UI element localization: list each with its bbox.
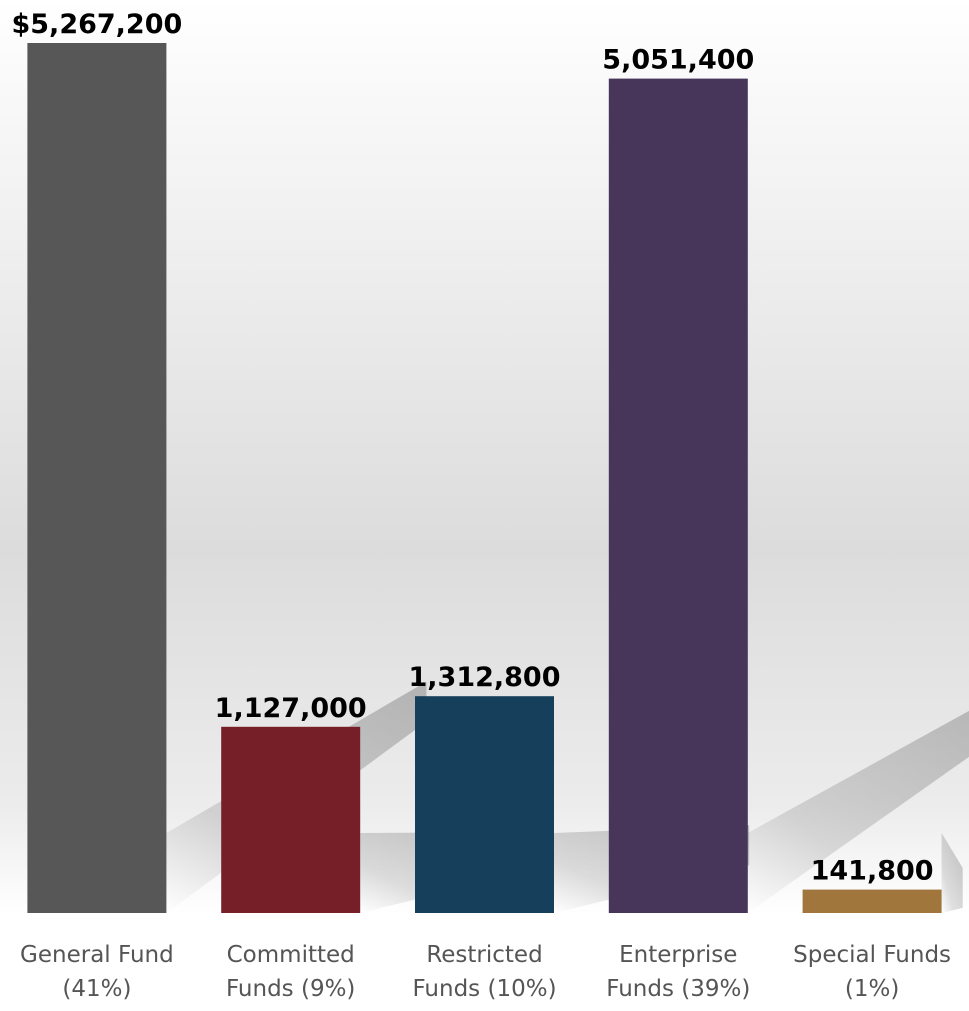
category-label: General Fund (20, 942, 174, 968)
category-label: Funds (39%) (606, 976, 750, 1002)
bar (608, 78, 748, 914)
value-labels-group: $5,267,200 1,127,000 1,312,800 5,051,400 141… (11, 9, 933, 887)
bar-shadow (941, 833, 963, 913)
category-label: Restricted (426, 942, 542, 968)
category-label: Enterprise (619, 942, 737, 968)
bar (802, 889, 942, 913)
bars-group (27, 43, 942, 914)
bar-shadow (747, 710, 969, 913)
bar (27, 43, 167, 913)
bar-value-label: $5,267,200 (11, 9, 182, 40)
category-label: (41%) (62, 976, 131, 1002)
category-label: Funds (10%) (412, 976, 556, 1002)
bar-value-label: 5,051,400 (602, 45, 754, 76)
bar (415, 696, 554, 913)
category-labels-group: General Fund (41%) Committed Funds (9%) Rest… (20, 942, 951, 1002)
bar-value-label: 141,800 (811, 856, 934, 887)
category-label: (1%) (845, 976, 899, 1002)
category-label: Committed (227, 942, 355, 968)
category-label: Funds (9%) (226, 976, 355, 1002)
bar-value-label: 1,312,800 (408, 662, 560, 693)
category-label: Special Funds (793, 942, 951, 968)
bar (221, 726, 361, 913)
bar-value-label: 1,127,000 (215, 693, 367, 724)
